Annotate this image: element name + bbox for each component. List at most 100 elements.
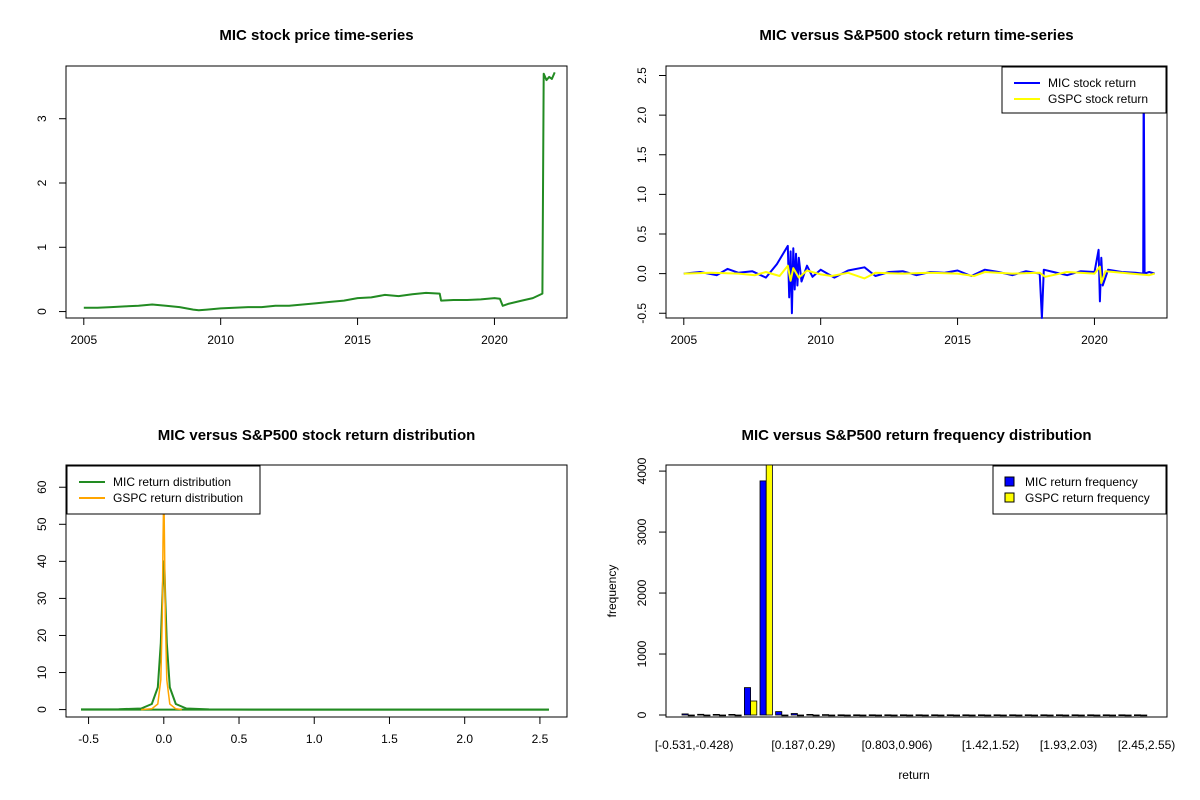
x-tick-label: 2015 bbox=[944, 333, 971, 347]
gspc-frequency-bar bbox=[921, 714, 929, 717]
mic-frequency-bar bbox=[790, 713, 798, 716]
plot-frame bbox=[65, 65, 568, 319]
mic-frequency-bar bbox=[822, 714, 830, 716]
plot-frame bbox=[665, 65, 1168, 319]
y-tick-label: 30 bbox=[35, 591, 49, 605]
gspc-frequency-bar bbox=[734, 714, 742, 717]
y-tick-label: 2.5 bbox=[635, 67, 649, 84]
plot-frame bbox=[65, 464, 568, 718]
gspc-frequency-bar bbox=[1077, 714, 1085, 717]
gspc-frequency-bar bbox=[937, 714, 945, 717]
legend-label: MIC stock return bbox=[1048, 76, 1136, 90]
mic-frequency-bar bbox=[1071, 714, 1079, 716]
mic-frequency-bar bbox=[1134, 714, 1142, 716]
gspc-frequency-bar bbox=[1124, 714, 1132, 717]
y-tick-label: 3 bbox=[35, 115, 49, 122]
x-tick-label: 2005 bbox=[70, 333, 97, 347]
gspc-frequency-bar bbox=[953, 714, 961, 717]
y-tick-label: 3000 bbox=[635, 518, 649, 545]
gspc-frequency-bar bbox=[812, 714, 820, 717]
mic-frequency-bar bbox=[1040, 714, 1048, 716]
legend-label: GSPC stock return bbox=[1048, 92, 1148, 106]
density-chart: MIC versus S&P500 stock return distribut… bbox=[35, 427, 568, 746]
y-tick-label: 0.5 bbox=[635, 225, 649, 242]
x-tick-label: 2020 bbox=[481, 333, 508, 347]
mic-frequency-bar bbox=[915, 714, 923, 716]
frequency-chart: MIC versus S&P500 return frequency distr… bbox=[605, 427, 1175, 782]
mic-frequency-bar bbox=[931, 714, 939, 716]
mic-frequency-bar bbox=[681, 713, 689, 716]
x-tick-label: 2005 bbox=[670, 333, 697, 347]
mic-frequency-bar bbox=[946, 714, 954, 716]
gspc-frequency-bar bbox=[890, 714, 898, 717]
y-tick-label: 4000 bbox=[635, 457, 649, 484]
gspc-frequency-bar bbox=[703, 714, 711, 717]
y-tick-label: 40 bbox=[35, 554, 49, 568]
legend-label: GSPC return distribution bbox=[113, 491, 243, 505]
gspc-frequency-bar bbox=[1093, 714, 1101, 717]
gspc-frequency-bar bbox=[999, 714, 1007, 717]
gspc-return-line bbox=[683, 264, 1155, 285]
gspc-frequency-bar bbox=[968, 714, 976, 717]
y-tick-label: 20 bbox=[35, 628, 49, 642]
mic-frequency-bar bbox=[1009, 714, 1017, 716]
mic-frequency-bar bbox=[806, 714, 814, 716]
legend-label: MIC return frequency bbox=[1025, 475, 1138, 489]
mic-frequency-bar bbox=[1056, 714, 1064, 716]
gspc-frequency-bar bbox=[906, 714, 914, 717]
y-tick-label: 1 bbox=[35, 244, 49, 251]
chart-title: MIC stock price time-series bbox=[219, 27, 413, 44]
return-chart: MIC versus S&P500 stock return time-seri… bbox=[635, 27, 1168, 347]
mic-return-line bbox=[683, 68, 1155, 319]
mic-frequency-bar bbox=[1024, 714, 1032, 716]
gspc-frequency-bar bbox=[797, 714, 805, 717]
y-tick-label: 50 bbox=[35, 517, 49, 531]
x-tick-label: 1.5 bbox=[381, 732, 398, 746]
y-tick-label: 2 bbox=[35, 179, 49, 186]
chart-title: MIC versus S&P500 return frequency distr… bbox=[741, 427, 1091, 444]
gspc-frequency-bar bbox=[750, 700, 758, 716]
plot-frame bbox=[665, 464, 1168, 718]
x-tick-label: 2010 bbox=[807, 333, 834, 347]
gspc-frequency-bar bbox=[765, 465, 773, 716]
y-tick-label: 0 bbox=[35, 308, 49, 315]
legend-swatch bbox=[1004, 492, 1015, 503]
y-tick-label: 2000 bbox=[635, 579, 649, 606]
gspc-frequency-bar bbox=[984, 714, 992, 717]
y-tick-label: 1.5 bbox=[635, 146, 649, 163]
gspc-frequency-bar bbox=[828, 714, 836, 717]
legend-swatch bbox=[1004, 476, 1015, 487]
x-tick-label: 2020 bbox=[1081, 333, 1108, 347]
y-tick-label: 1000 bbox=[635, 640, 649, 667]
y-tick-label: 2.0 bbox=[635, 106, 649, 123]
mic-frequency-bar bbox=[884, 714, 892, 716]
bar-group bbox=[681, 465, 1148, 717]
y-tick-label: 60 bbox=[35, 480, 49, 494]
gspc-frequency-bar bbox=[1140, 714, 1148, 717]
price-chart: MIC stock price time-series 2005 2010 2015 2… bbox=[35, 27, 568, 347]
mic-frequency-bar bbox=[1118, 714, 1126, 716]
gspc-frequency-bar bbox=[1031, 714, 1039, 717]
mic-frequency-bar bbox=[900, 714, 908, 716]
gspc-frequency-bar bbox=[859, 714, 867, 717]
mic-frequency-bar bbox=[744, 687, 752, 716]
mic-frequency-bar bbox=[728, 714, 736, 716]
legend-box bbox=[66, 465, 261, 515]
mic-density-line bbox=[80, 560, 549, 711]
x-tick-label: 0.0 bbox=[155, 732, 172, 746]
legend-label: GSPC return frequency bbox=[1025, 491, 1150, 505]
gspc-frequency-bar bbox=[843, 714, 851, 717]
gspc-frequency-bar bbox=[1015, 714, 1023, 717]
x-tick-label: [1.93,2.03) bbox=[1040, 738, 1097, 752]
gspc-frequency-bar bbox=[687, 714, 695, 717]
y-tick-label: 0.0 bbox=[635, 265, 649, 282]
y-tick-label: 10 bbox=[35, 666, 49, 680]
gspc-frequency-bar bbox=[875, 714, 883, 717]
chart-title: MIC versus S&P500 stock return time-seri… bbox=[759, 27, 1073, 44]
mic-frequency-bar bbox=[697, 713, 705, 716]
y-tick-label: -0.5 bbox=[635, 303, 649, 324]
gspc-frequency-bar bbox=[781, 714, 789, 717]
x-tick-label: 2010 bbox=[207, 333, 234, 347]
x-tick-label: [0.803,0.906) bbox=[862, 738, 933, 752]
